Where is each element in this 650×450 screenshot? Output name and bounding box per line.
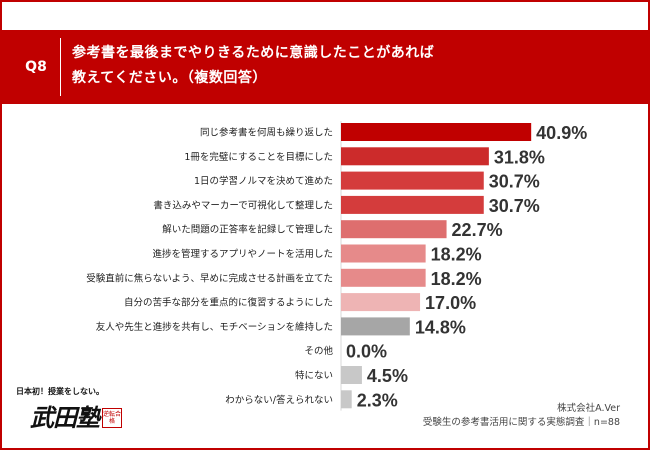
page-title: 参考書を最後までやりきるために意識したことがあれば 教えてください。（複数回答） bbox=[72, 45, 435, 86]
bar bbox=[341, 317, 410, 336]
value-label: 17.0% bbox=[425, 293, 476, 313]
category-label: その他 bbox=[304, 345, 333, 357]
value-label: 4.5% bbox=[367, 366, 408, 386]
logo-seal: 逆転合格 bbox=[102, 408, 122, 428]
value-label: 2.3% bbox=[357, 390, 398, 410]
category-label: 書き込みやマーカーで可視化して整理した bbox=[153, 199, 333, 211]
value-label: 30.7% bbox=[489, 172, 540, 192]
bar bbox=[341, 147, 489, 166]
value-label: 18.2% bbox=[431, 245, 482, 265]
bar bbox=[341, 366, 362, 384]
bar bbox=[341, 171, 484, 190]
bar bbox=[341, 244, 426, 263]
header-banner bbox=[2, 30, 648, 104]
category-label: わからない/答えられない bbox=[225, 394, 333, 406]
value-label: 31.8% bbox=[494, 147, 545, 167]
value-label: 30.7% bbox=[489, 196, 540, 216]
bar bbox=[341, 293, 421, 312]
category-label: 1日の学習ノルマを決めて進めた bbox=[194, 175, 333, 187]
value-label: 40.9% bbox=[536, 123, 587, 143]
bar bbox=[341, 390, 352, 409]
value-label: 0.0% bbox=[346, 342, 387, 362]
category-label: 自分の苦手な部分を重点的に復習するようにした bbox=[124, 297, 333, 309]
question-number: Q8 bbox=[25, 59, 47, 75]
value-label: 14.8% bbox=[415, 317, 466, 337]
bar bbox=[341, 220, 447, 239]
logo-tagline: 日本初！授業をしない。 bbox=[16, 387, 104, 396]
category-label: 解いた問題の正答率を記録して管理した bbox=[162, 224, 333, 236]
bar bbox=[341, 268, 426, 287]
logo-wordmark: 武田塾 bbox=[30, 403, 100, 432]
header-divider bbox=[60, 38, 61, 96]
source-company: 株式会社A.Ver bbox=[557, 403, 620, 414]
value-label: 18.2% bbox=[431, 269, 482, 289]
logo: 日本初！授業をしない。 武田塾 逆転合格 bbox=[16, 386, 126, 436]
source-credit: 株式会社A.Ver 受験生の参考書活用に関する実態調査｜n=88 bbox=[423, 402, 620, 430]
category-label: 進捗を管理するアプリやノートを活用した bbox=[152, 248, 333, 260]
category-label: 友人や先生と進捗を共有し、モチベーションを維持した bbox=[96, 321, 333, 333]
source-survey: 受験生の参考書活用に関する実態調査｜n=88 bbox=[422, 417, 620, 428]
bar bbox=[341, 123, 532, 141]
category-label: 特にない bbox=[295, 370, 333, 382]
category-label: 同じ参考書を何周も繰り返した bbox=[200, 127, 333, 139]
category-label: 1冊を完璧にすることを目標にした bbox=[184, 151, 333, 163]
category-label: 受験直前に焦らないよう、早めに完成させる計画を立てた bbox=[86, 272, 333, 284]
bar bbox=[341, 195, 484, 214]
value-label: 22.7% bbox=[452, 220, 503, 240]
